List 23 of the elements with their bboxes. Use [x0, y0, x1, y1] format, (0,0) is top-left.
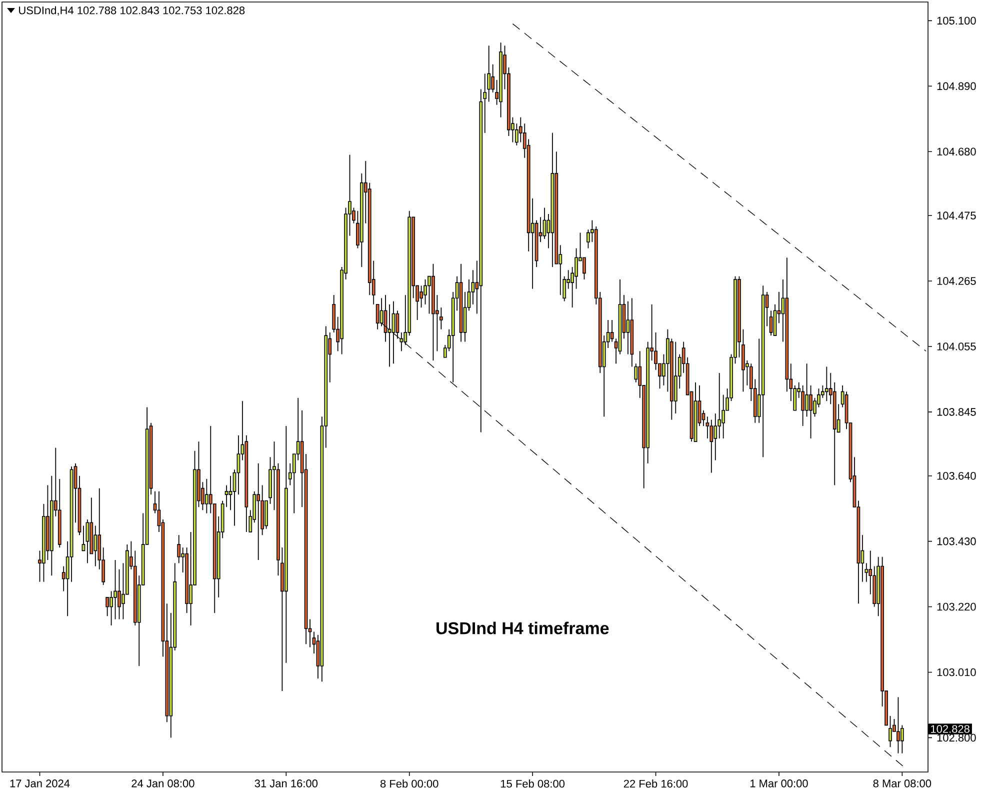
y-tick-label: 104.265 [937, 277, 976, 285]
x-tick-label: 8 Mar 08:00 [873, 780, 932, 788]
annotation: USDInd H4 timeframe [436, 622, 609, 634]
y-tick-label: 104.890 [937, 82, 976, 90]
x-tick-label: 22 Feb 16:00 [624, 780, 688, 788]
chart-title: USDInd,H4 102.788 102.843 102.753 102.828 [19, 6, 245, 16]
y-tick-label: 104.055 [937, 342, 976, 350]
x-tick-label: 17 Jan 2024 [10, 780, 70, 788]
x-tick-label: 31 Jan 16:00 [254, 780, 318, 788]
y-tick-label: 102.800 [937, 734, 976, 742]
y-tick-label: 103.430 [937, 537, 976, 546]
y-tick-label: 103.845 [937, 408, 976, 416]
ref-line-label: 102.828 [931, 725, 970, 733]
x-tick-label: 24 Jan 08:00 [132, 780, 194, 788]
x-tick-label: 8 Feb 00:00 [380, 780, 438, 788]
y-tick-label: 103.220 [937, 602, 976, 611]
y-tick-label: 104.475 [937, 212, 976, 220]
y-tick-label: 104.680 [937, 148, 976, 156]
y-tick-label: 103.640 [937, 472, 976, 480]
x-tick-label: 1 Mar 00:00 [750, 780, 808, 788]
x-tick-label: 15 Feb 08:00 [500, 780, 565, 788]
y-tick-label: 105.100 [937, 16, 976, 25]
y-tick-label: 103.010 [937, 668, 976, 676]
